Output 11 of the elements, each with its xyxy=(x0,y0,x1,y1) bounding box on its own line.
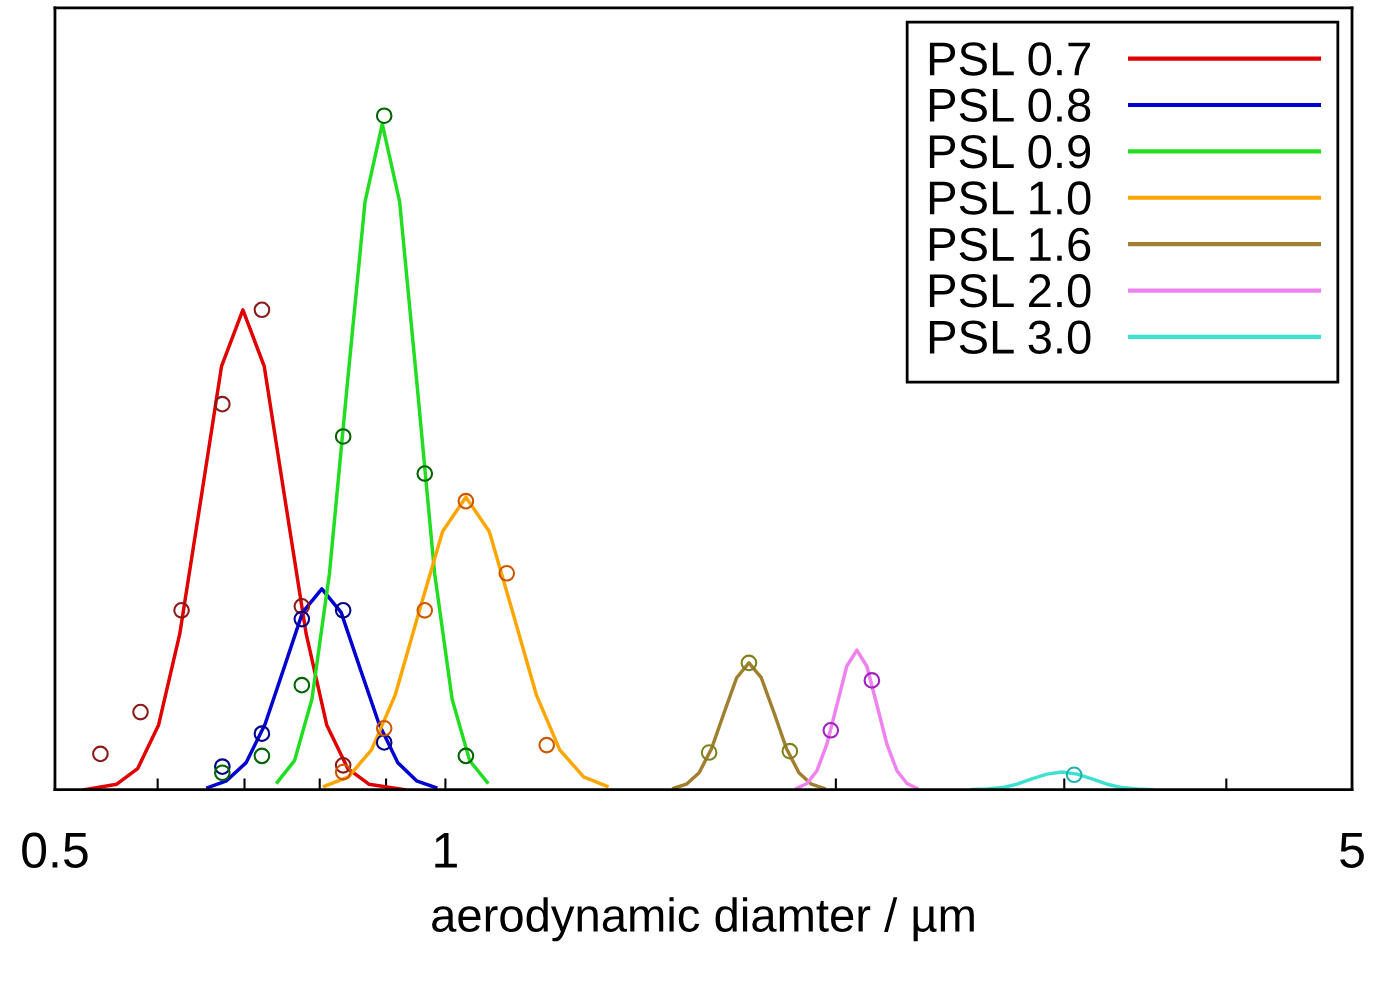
x-tick-label: 1 xyxy=(435,833,457,868)
legend-label: PSL 0.7 xyxy=(929,42,1090,76)
legend-label: PSL 1.6 xyxy=(929,227,1091,262)
x-tick-label: 0.5 xyxy=(22,832,88,868)
legend-label: PSL 0.9 xyxy=(929,134,1091,169)
x-tick-label: 5 xyxy=(1340,833,1364,868)
legend-label: PSL 3.0 xyxy=(929,320,1091,354)
x-axis-title: aerodynamic diamter / µm xyxy=(432,897,974,942)
legend-label: PSL 1.0 xyxy=(929,181,1091,215)
legend-label: PSL 0.8 xyxy=(929,88,1091,123)
legend-label: PSL 2.0 xyxy=(929,274,1091,308)
